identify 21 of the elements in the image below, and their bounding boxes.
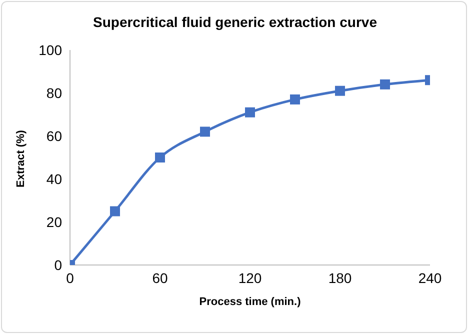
x-tick-label: 120 [238, 270, 262, 286]
y-tick-label: 0 [54, 256, 62, 273]
x-tick-label: 0 [66, 270, 74, 286]
y-tick-label: 80 [46, 84, 62, 101]
x-axis-title: Process time (min.) [199, 296, 302, 308]
x-tick-label: 180 [328, 270, 352, 286]
point [290, 94, 300, 104]
y-tick-label: 20 [46, 214, 62, 230]
point [200, 126, 210, 137]
chart-title: Supercritical fluid generic extraction curve [92, 14, 378, 30]
y-tick-label: 100 [38, 42, 62, 58]
point [380, 79, 390, 90]
y-tick-label: 60 [46, 128, 62, 144]
point [155, 152, 165, 162]
x-tick-label: 60 [152, 270, 168, 286]
x-tick-label: 240 [418, 270, 442, 286]
point [335, 86, 345, 96]
y-tick-label: 40 [46, 170, 62, 187]
point [110, 206, 120, 216]
point [245, 107, 255, 118]
y-axis-title: Extract (%) [14, 130, 27, 188]
